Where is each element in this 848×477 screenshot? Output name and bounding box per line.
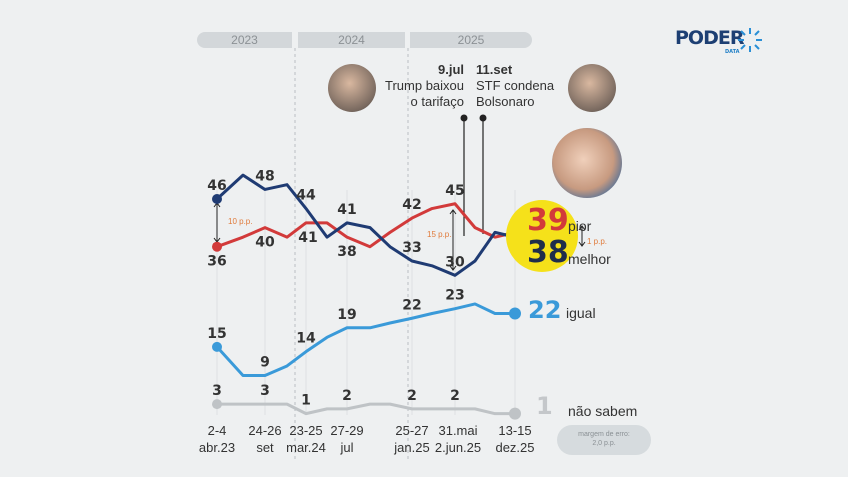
data-label: 9 [260,354,270,370]
x-tick-label: 27-29 jul [330,423,364,455]
data-label: 44 [296,188,316,204]
series-line-1 [216,202,516,249]
series-end-dot [509,407,521,420]
gap-start-label: 10 p.p. [228,217,253,226]
label-igual: igual [566,305,596,321]
series-start-dot [212,194,222,204]
data-label: 36 [207,254,226,270]
gap-end-label: 1 p.p. [587,237,608,246]
data-label: 3 [260,383,270,399]
logo-burst-icon [738,28,762,52]
poderdata-logo: PODER DATA [675,27,762,55]
data-label: 22 [402,297,421,313]
data-label: 46 [207,178,226,194]
data-label: 2 [450,388,460,404]
year-2024: 2024 [298,32,405,48]
event-tarifaco: 9.jul Trump baixou o tarifaço [385,62,464,109]
margin-of-error-badge: margem de erro: 2,0 p.p. [557,425,651,455]
event-dot [460,114,468,122]
label-nao-sabem: não sabem [568,403,638,419]
x-tick-label: 25-27 jan.25 [394,423,430,455]
data-label: 42 [402,197,421,213]
x-tick-label: 31.mai 2.jun.25 [434,423,482,455]
x-tick-label: 23-25 mar.24 [286,423,326,455]
series-line-3 [217,402,515,416]
data-label: 38 [337,244,356,260]
data-label: 3 [212,383,222,399]
lula-photo [552,128,622,198]
data-label: 15 [207,326,226,342]
data-label: 41 [298,230,317,246]
data-label: 2 [342,388,352,404]
data-label: 23 [445,288,464,304]
data-label: 2 [407,388,417,404]
data-label: 14 [296,331,316,347]
series-line-0 [215,173,516,277]
data-label: 40 [255,235,275,251]
data-label: 30 [445,254,465,270]
final-highlight-circle [506,200,578,272]
data-label: 45 [445,183,464,199]
year-2025: 2025 [410,32,532,48]
year-2023: 2023 [197,32,292,48]
final-melhor-value: 38 [527,235,569,270]
x-tick-label: 2-4 abr.23 [198,423,236,455]
trump-photo [328,64,376,112]
x-tick-label: 24-26 set [248,423,282,455]
data-label: 41 [337,202,356,218]
data-label: 48 [255,168,274,184]
data-label: 33 [402,240,421,256]
gap-arrow [449,209,457,271]
series-start-dot [212,341,222,352]
series-end-dot [509,307,521,320]
x-tick-label: 13-15 dez.25 [495,423,535,455]
bolsonaro-photo [568,64,616,112]
event-dot [479,114,487,122]
gap-arrow [578,225,586,247]
series-start-dot [212,399,222,410]
final-pior-value: 39 [527,203,569,238]
data-label: 19 [337,307,356,323]
series-line-2 [215,302,515,377]
label-pior: pior [568,218,592,234]
final-igual-value: 22 [528,296,562,324]
event-stf: 11.set STF condena Bolsonaro [476,62,555,109]
gap-peak-label: 15 p.p. [427,230,452,239]
label-melhor: melhor [568,251,611,267]
data-label: 1 [301,393,311,409]
final-nao-sabem-value: 1 [536,392,553,420]
series-start-dot [212,241,222,252]
gap-arrow [213,202,221,243]
